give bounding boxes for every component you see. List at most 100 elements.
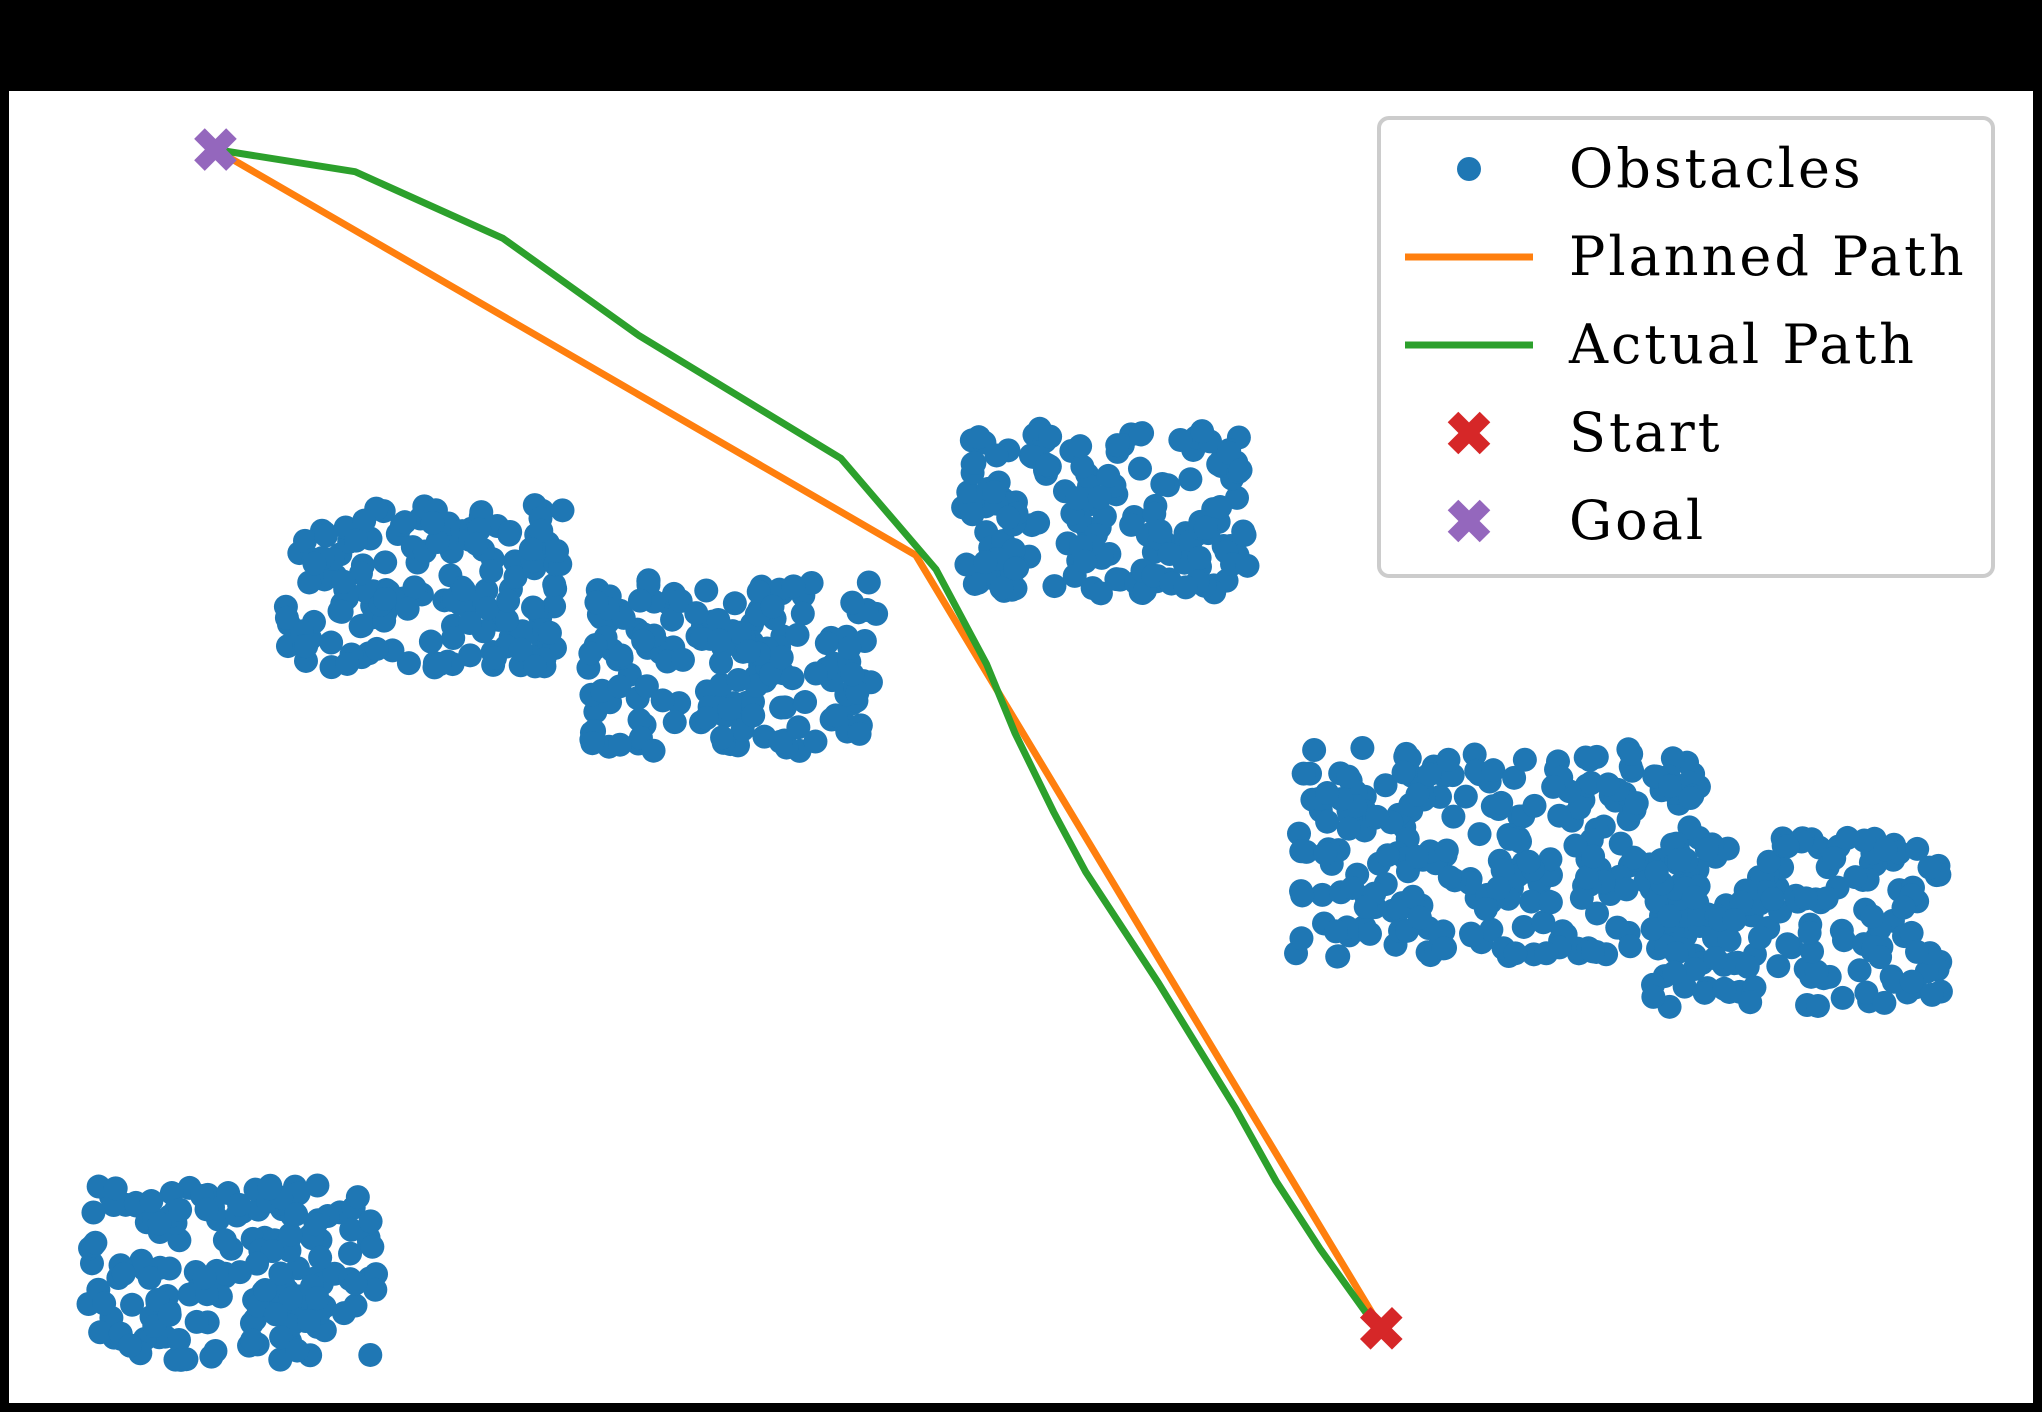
legend-symbol-goal <box>1447 499 1491 543</box>
obstacle-point <box>741 703 766 728</box>
obstacle-point <box>840 590 865 615</box>
obstacle-point <box>1703 946 1728 971</box>
obstacle-point <box>1814 886 1839 911</box>
obstacle-point <box>580 731 605 756</box>
obstacle-point <box>1516 849 1541 874</box>
obstacle-point <box>352 508 377 533</box>
obstacle-point <box>1641 984 1666 1009</box>
obstacle-point <box>278 1222 303 1247</box>
obstacle-point <box>768 729 793 754</box>
obstacle-point <box>1804 959 1829 984</box>
obstacle-point <box>973 550 998 575</box>
obstacle-point <box>464 531 489 556</box>
obstacle-point <box>1287 821 1312 846</box>
legend-symbol-goal-stroke-b <box>1447 499 1491 543</box>
obstacle-point <box>1580 939 1605 964</box>
obstacle-point <box>118 1333 143 1358</box>
obstacle-point <box>670 647 695 672</box>
obstacle-point <box>1881 969 1906 994</box>
obstacle-point <box>1148 519 1173 544</box>
obstacle-point <box>139 1189 164 1214</box>
obstacle-point <box>785 622 810 647</box>
obstacle-point <box>166 1328 191 1353</box>
obstacle-point <box>395 596 420 621</box>
legend-label-actual-path: Actual Path <box>1568 313 1917 376</box>
obstacle-point <box>358 1342 383 1367</box>
obstacle-point <box>1677 815 1702 840</box>
obstacle-point <box>420 510 445 535</box>
obstacle-point <box>1574 865 1599 890</box>
obstacle-point <box>607 674 632 699</box>
start-marker <box>1359 1307 1403 1350</box>
obstacle-point <box>982 480 1007 505</box>
legend-label-start: Start <box>1569 401 1722 464</box>
obstacle-point <box>1868 945 1893 970</box>
obstacle-point <box>1512 747 1537 772</box>
obstacle-point <box>1681 885 1706 910</box>
obstacle-point <box>521 595 546 620</box>
obstacle-point <box>1289 839 1314 864</box>
obstacle-point <box>989 576 1014 601</box>
obstacle-point <box>706 608 731 633</box>
obstacle-point <box>1479 917 1504 942</box>
obstacle-point <box>845 680 870 705</box>
obstacle-point <box>662 710 687 735</box>
obstacle-point <box>1391 760 1416 785</box>
legend-symbol-obstacles <box>1457 157 1481 181</box>
obstacle-point <box>285 1338 310 1363</box>
obstacle-point <box>1760 886 1785 911</box>
obstacle-point <box>83 1230 108 1255</box>
obstacle-point <box>1738 990 1763 1015</box>
obstacle-point <box>1357 921 1382 946</box>
obstacle-point <box>358 1209 383 1234</box>
obstacle-point <box>157 1302 182 1327</box>
obstacle-point <box>1373 773 1398 798</box>
obstacle-point <box>769 695 794 720</box>
legend-symbol-start-stroke-b <box>1447 411 1491 455</box>
obstacle-point <box>1431 936 1456 961</box>
obstacle-point <box>425 530 450 555</box>
obstacle-point <box>1336 764 1361 789</box>
obstacle-point <box>498 519 523 544</box>
obstacle-point <box>537 620 562 645</box>
obstacle-point <box>1843 865 1868 890</box>
obstacle-point <box>296 1309 321 1334</box>
obstacle-point <box>1722 908 1747 933</box>
obstacle-point <box>81 1200 106 1225</box>
obstacle-point <box>257 1176 282 1201</box>
obstacle-point <box>111 1261 136 1286</box>
obstacle-point <box>308 1245 333 1270</box>
obstacle-point <box>542 572 567 597</box>
path-planning-chart: Obstacles Planned Path Actual Path Start Goa… <box>76 116 1995 1372</box>
obstacle-point <box>451 577 476 602</box>
obstacle-point <box>1003 556 1028 581</box>
obstacle-point <box>1038 424 1063 449</box>
obstacle-point <box>184 1309 209 1334</box>
obstacle-point <box>1920 982 1945 1007</box>
obstacle-point <box>799 570 824 595</box>
obstacle-point <box>483 645 508 670</box>
legend-label-planned-path: Planned Path <box>1569 225 1967 288</box>
obstacle-point <box>1860 904 1885 929</box>
obstacle-point <box>1193 515 1218 540</box>
obstacle-point <box>1291 761 1316 786</box>
obstacle-point <box>650 688 675 713</box>
obstacle-point <box>1178 467 1203 492</box>
obstacle-point <box>996 505 1021 530</box>
obstacle-point <box>694 578 719 603</box>
obstacle-point <box>1141 563 1166 588</box>
obstacle-point <box>1847 958 1872 983</box>
obstacle-point <box>1315 781 1340 806</box>
obstacle-point <box>523 654 548 679</box>
obstacle-point <box>1302 737 1327 762</box>
obstacle-point <box>228 1260 253 1285</box>
obstacle-point <box>329 599 354 624</box>
obstacle-point <box>1794 886 1819 911</box>
obstacle-point <box>339 1217 364 1242</box>
obstacle-point <box>814 631 839 656</box>
obstacle-point <box>1522 793 1547 818</box>
obstacle-point <box>427 652 452 677</box>
obstacle-point <box>847 721 872 746</box>
obstacle-point <box>1735 954 1760 979</box>
obstacle-point <box>545 538 570 563</box>
